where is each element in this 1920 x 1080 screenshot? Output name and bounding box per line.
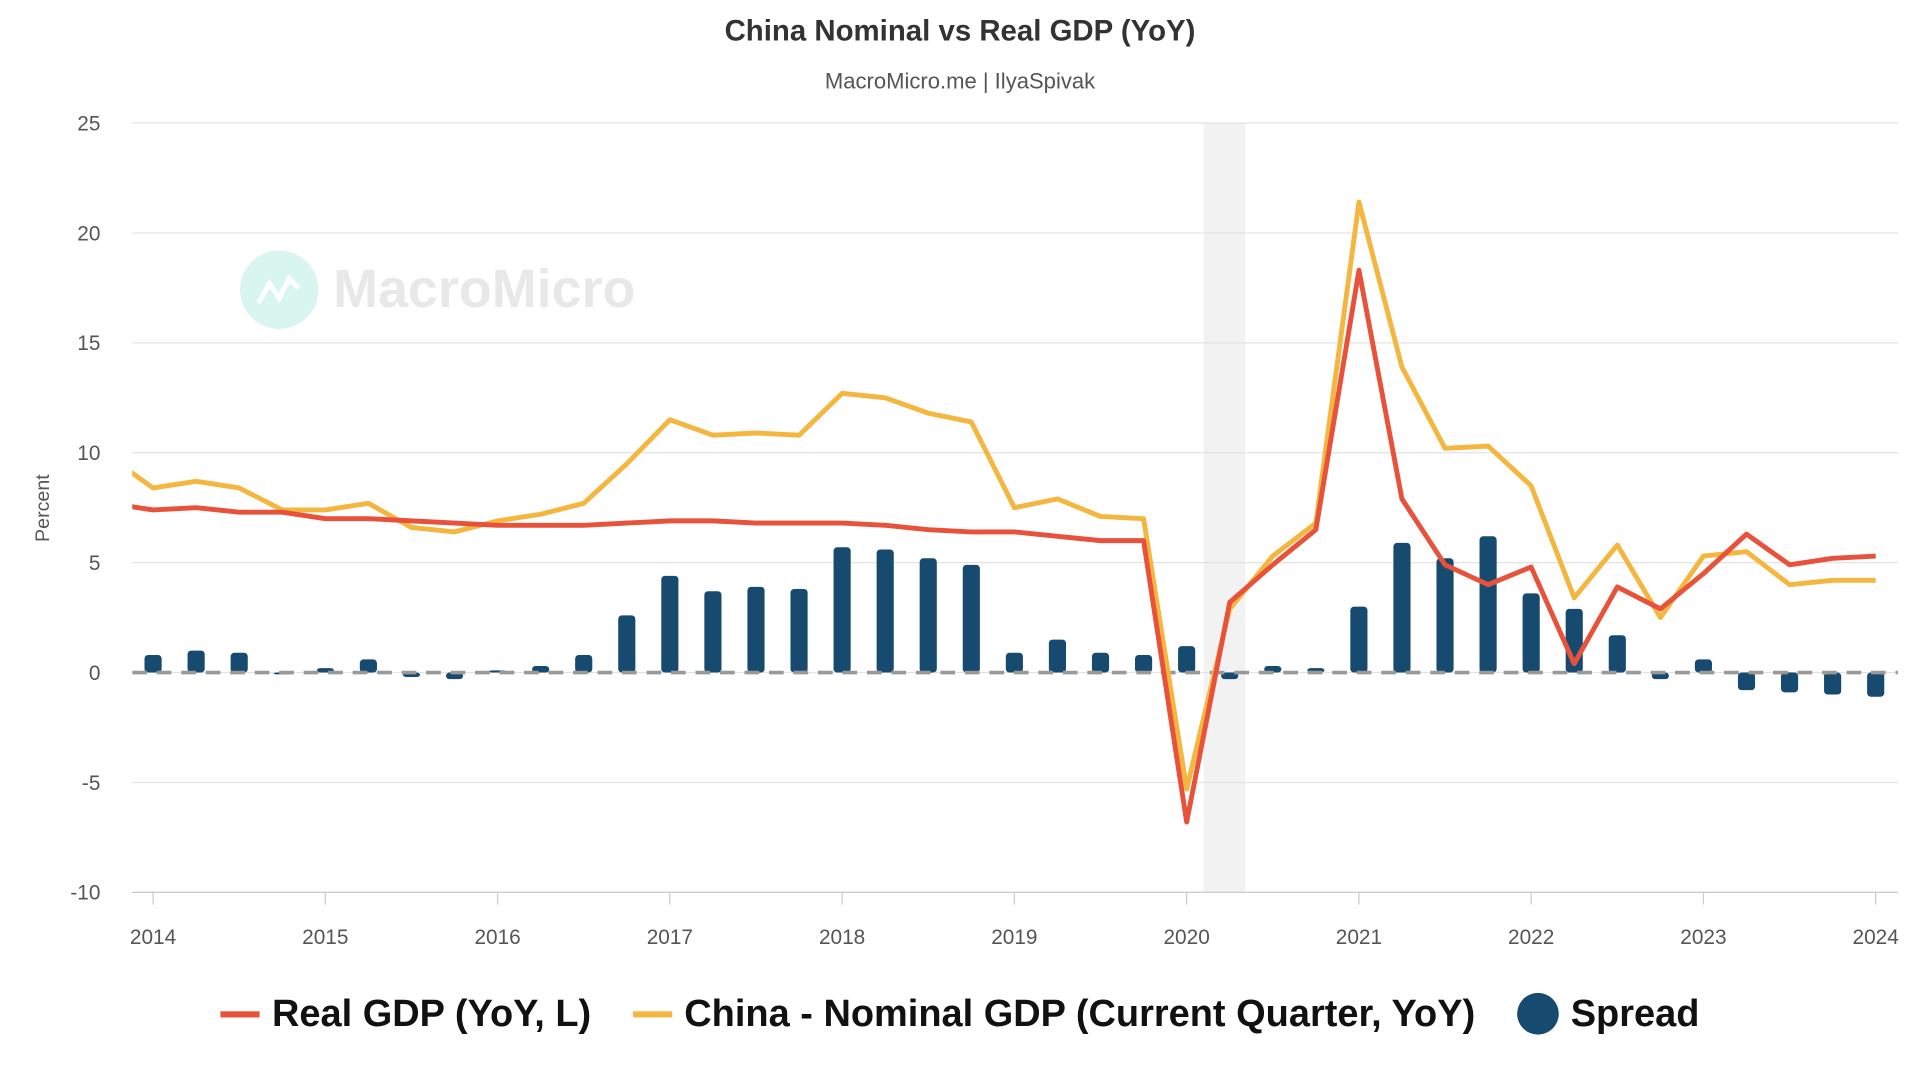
x-tick-label: 2020 bbox=[1163, 926, 1209, 949]
x-tick-label: 2019 bbox=[991, 926, 1037, 949]
legend-line-marker bbox=[632, 1010, 673, 1017]
spread-bar bbox=[1221, 672, 1239, 680]
y-tick-label: 15 bbox=[77, 332, 100, 355]
y-tick-label: 25 bbox=[77, 112, 100, 135]
spread-bar bbox=[1780, 672, 1799, 693]
x-tick-label: 2018 bbox=[819, 926, 865, 949]
x-tick-label: 2014 bbox=[130, 926, 176, 949]
y-tick-label: -5 bbox=[82, 772, 101, 795]
nominal-gdp-line bbox=[132, 199, 1876, 792]
x-tick-label: 2016 bbox=[474, 926, 520, 949]
spread-bar bbox=[704, 591, 722, 673]
shaded-period bbox=[1203, 123, 1246, 893]
spread-bar bbox=[1048, 639, 1067, 673]
spread-bar bbox=[359, 659, 377, 673]
spread-bar bbox=[187, 650, 205, 673]
x-tick-label: 2017 bbox=[647, 926, 693, 949]
x-tick-label: 2023 bbox=[1680, 926, 1726, 949]
legend-label: China - Nominal GDP (Current Quarter, Yo… bbox=[684, 991, 1476, 1035]
spread-bar bbox=[1737, 672, 1756, 691]
spread-bar bbox=[1091, 652, 1110, 673]
spread-bar bbox=[575, 654, 593, 673]
spread-bar bbox=[1824, 672, 1842, 695]
legend-label: Real GDP (YoY, L) bbox=[271, 991, 592, 1035]
watermark-text: MacroMicro bbox=[333, 258, 636, 320]
series-group bbox=[132, 199, 1898, 825]
spread-bar bbox=[144, 654, 162, 673]
spread-bar bbox=[230, 652, 248, 673]
spread-bar bbox=[1350, 606, 1368, 673]
spread-bar bbox=[1178, 646, 1196, 673]
spread-bar bbox=[1608, 635, 1626, 673]
spread-bar bbox=[1436, 558, 1454, 673]
spread-bar bbox=[1867, 672, 1885, 697]
spread-bar bbox=[919, 558, 937, 673]
spread-bar bbox=[747, 586, 765, 673]
y-axis-label: Percent bbox=[32, 474, 54, 542]
real-gdp-line bbox=[132, 267, 1876, 825]
spread-bar bbox=[1393, 542, 1411, 673]
x-tick-label: 2024 bbox=[1853, 926, 1899, 949]
spread-bar bbox=[661, 575, 679, 673]
x-tick-label: 2021 bbox=[1336, 926, 1382, 949]
y-tick-label: 10 bbox=[77, 442, 100, 465]
legend-dot-marker bbox=[1516, 992, 1559, 1035]
legend: Real GDP (YoY, L) China - Nominal GDP (C… bbox=[0, 992, 1920, 1036]
spread-bar bbox=[876, 549, 894, 673]
y-tick-label: 20 bbox=[77, 222, 100, 245]
y-tick-label: 5 bbox=[89, 552, 101, 575]
spread-bar bbox=[1522, 593, 1540, 673]
legend-item-real-gdp[interactable]: Real GDP (YoY, L) bbox=[220, 991, 592, 1036]
y-tick-label: 0 bbox=[89, 662, 101, 685]
spread-bar bbox=[962, 564, 980, 673]
legend-line-marker bbox=[220, 1010, 260, 1017]
legend-item-nominal-gdp[interactable]: China - Nominal GDP (Current Quarter, Yo… bbox=[632, 991, 1476, 1036]
spread-bar bbox=[790, 589, 808, 673]
chart-title: China Nominal vs Real GDP (YoY) bbox=[724, 14, 1196, 48]
spread-bar bbox=[618, 615, 636, 673]
legend-item-spread[interactable]: Spread bbox=[1516, 991, 1700, 1036]
spread-bar bbox=[833, 547, 851, 673]
spread-bar bbox=[1479, 536, 1497, 673]
watermark-logo: MacroMicro bbox=[240, 250, 635, 329]
legend-label: Spread bbox=[1570, 991, 1700, 1035]
spread-bar bbox=[1694, 659, 1712, 673]
chart-subtitle: MacroMicro.me | IlyaSpivak bbox=[824, 68, 1096, 94]
spread-bar bbox=[1135, 654, 1153, 673]
x-tick-label: 2015 bbox=[302, 926, 348, 949]
spread-bar bbox=[1005, 652, 1023, 673]
x-tick-label: 2022 bbox=[1508, 926, 1554, 949]
watermark-chart-icon bbox=[240, 250, 319, 329]
y-tick-label: -10 bbox=[70, 882, 100, 905]
